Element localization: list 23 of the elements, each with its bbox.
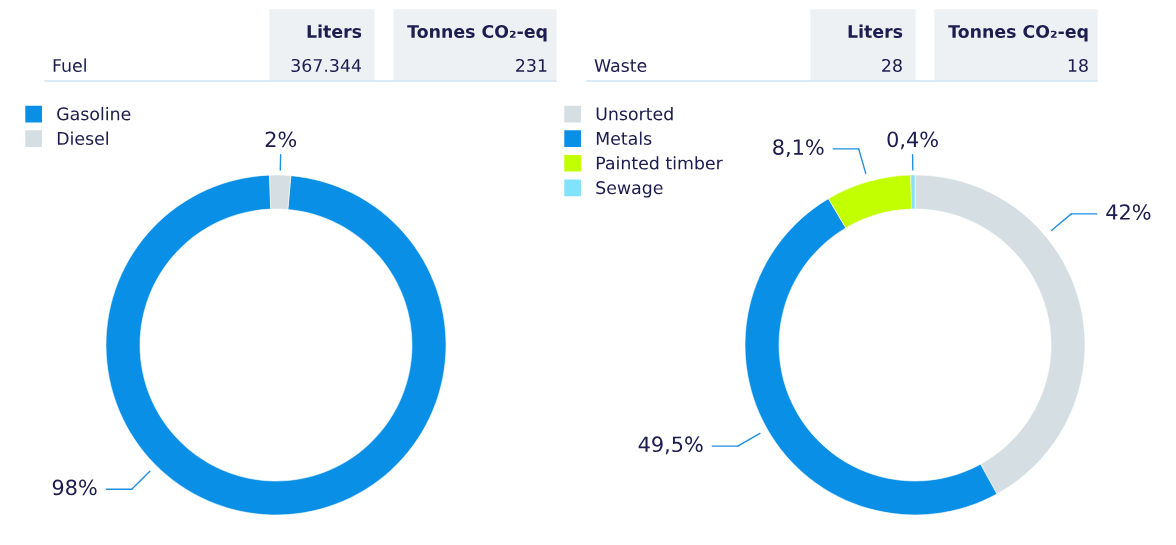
text: 28 <box>882 58 902 73</box>
text: Tonnes CO₂-eq <box>407 24 547 42</box>
text: Fuel <box>53 58 86 73</box>
data-label: 49,5% <box>638 436 703 455</box>
legend-label: Unsorted <box>596 106 673 121</box>
data-label: 0,4% <box>887 131 938 150</box>
text: 367.344 <box>291 58 362 73</box>
text: 231 <box>516 58 547 73</box>
legend-label: Diesel <box>57 131 108 145</box>
legend-label: Sewage <box>596 181 663 198</box>
text: 18 <box>1068 58 1088 73</box>
text: Liters <box>848 24 903 39</box>
text: Tonnes CO₂-eq <box>948 24 1088 42</box>
text: Liters <box>307 24 362 39</box>
data-label: 98% <box>52 479 97 496</box>
text: Waste <box>594 59 647 73</box>
data-label: 8,1% <box>773 139 824 158</box>
legend-label: Gasoline <box>57 106 131 121</box>
legend-label: Painted timber <box>596 156 723 170</box>
legend-label: Metals <box>596 131 652 145</box>
data-label: 2% <box>265 131 297 148</box>
data-label: 42% <box>1106 204 1151 220</box>
donut-slice <box>105 174 447 516</box>
